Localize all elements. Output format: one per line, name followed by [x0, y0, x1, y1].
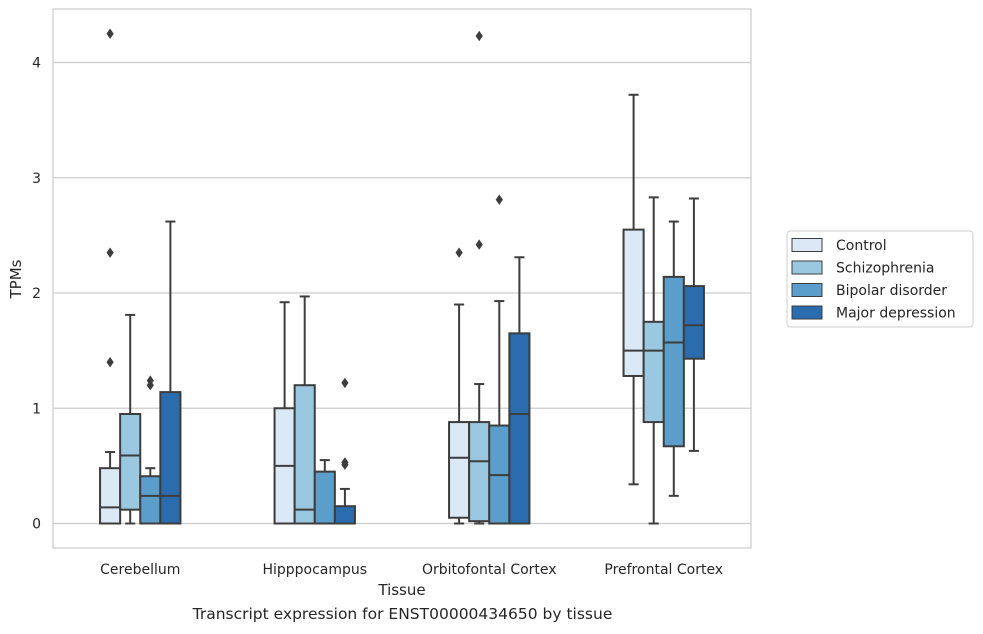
box-control	[448, 247, 471, 525]
legend-label: Control	[836, 238, 887, 254]
box-bipolar-disorder	[662, 220, 685, 497]
y-tick-labels: 0 1 2 3 4	[32, 56, 41, 533]
box-control	[99, 28, 122, 525]
y-axis-title: TPMs	[7, 259, 25, 299]
box-major-depression	[159, 220, 182, 525]
plot-area-frame	[52, 8, 752, 549]
box-major-depression	[333, 377, 356, 525]
legend-swatch	[791, 238, 823, 252]
iqr-box	[642, 320, 665, 424]
outlier-point	[455, 247, 463, 258]
box-control	[622, 93, 645, 486]
y-tick-label: 3	[32, 171, 41, 187]
iqr-box	[99, 467, 122, 525]
legend-swatch	[791, 260, 823, 275]
outlier-point	[341, 457, 349, 468]
legend-label: Schizophrenia	[836, 261, 934, 277]
iqr-box	[682, 285, 705, 360]
legend: Control Schizophrenia Bipolar disorder Majo…	[786, 230, 974, 328]
box-bipolar-disorder	[488, 194, 511, 525]
iqr-box	[293, 384, 316, 525]
legend-label: Major depression	[836, 306, 956, 322]
legend-label: Bipolar disorder	[836, 283, 947, 299]
y-tick-label: 1	[32, 401, 41, 417]
x-tick-labels: Cerebellum Hipppocampus Orbitofontal Corte…	[100, 562, 723, 578]
iqr-box	[313, 470, 336, 525]
x-tick-label: Orbitofontal Cortex	[422, 562, 557, 578]
box-schizophrenia	[119, 313, 142, 525]
outlier-point	[495, 194, 503, 205]
outlier-point	[341, 377, 349, 389]
outlier-point	[106, 247, 114, 258]
box-major-depression	[682, 197, 705, 452]
x-tick-label: Hipppocampus	[262, 562, 367, 578]
iqr-box	[139, 475, 162, 525]
x-axis-title: Tissue	[377, 581, 425, 599]
outlier-point	[146, 375, 154, 386]
y-tick-label: 0	[32, 517, 41, 533]
box-schizophrenia	[293, 295, 316, 525]
iqr-box	[662, 275, 685, 448]
grid-layer	[53, 61, 751, 525]
boxes-layer	[99, 28, 705, 525]
x-tick-label: Prefrontal Cortex	[604, 562, 723, 578]
legend-swatch	[791, 305, 823, 320]
iqr-box	[622, 228, 645, 377]
legend-frame	[786, 230, 974, 328]
box-control	[273, 301, 296, 525]
outlier-point	[106, 28, 114, 39]
box-bipolar-disorder	[313, 459, 336, 525]
outlier-point	[475, 30, 483, 42]
iqr-box	[468, 421, 491, 523]
iqr-box	[119, 413, 142, 511]
iqr-box	[448, 421, 471, 519]
iqr-box	[508, 332, 531, 525]
box-schizophrenia	[468, 30, 491, 525]
iqr-box	[159, 391, 182, 525]
iqr-box	[333, 505, 356, 525]
legend-swatch	[791, 283, 823, 297]
box-bipolar-disorder	[139, 375, 162, 525]
outlier-point	[475, 239, 483, 250]
y-tick-label: 4	[32, 56, 41, 72]
outlier-point	[106, 356, 114, 368]
y-tick-label: 2	[32, 286, 41, 302]
box-major-depression	[508, 256, 531, 525]
x-tick-label: Cerebellum	[100, 562, 180, 578]
box-schizophrenia	[642, 196, 665, 525]
chart-caption: Transcript expression for ENST0000043465…	[192, 605, 613, 623]
